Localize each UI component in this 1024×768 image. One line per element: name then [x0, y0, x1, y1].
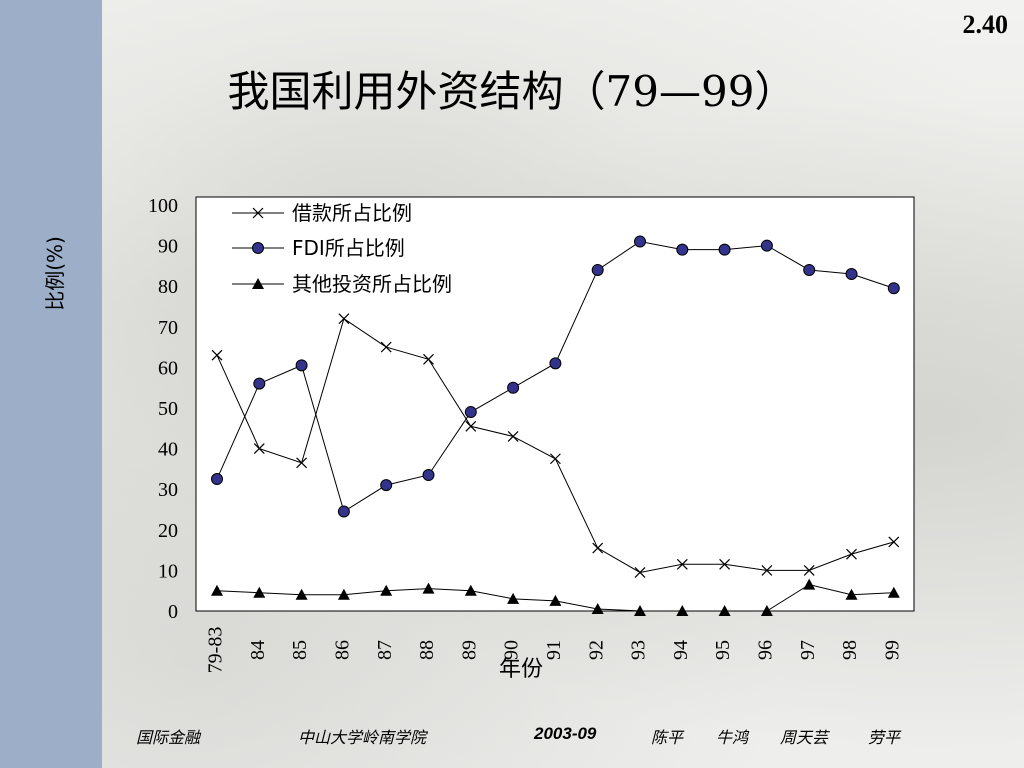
data-point [464, 406, 477, 419]
footer-author: 牛鸿 [716, 728, 749, 747]
sidebar-bar [0, 0, 102, 768]
legend-label: 其他投资所占比例 [292, 272, 452, 296]
legend-marker [252, 207, 264, 219]
data-point [634, 567, 646, 578]
x-tick-label: 90 [501, 640, 523, 660]
data-point [338, 313, 350, 325]
data-point [253, 377, 266, 390]
x-tick-label: 85 [289, 640, 311, 660]
legend-marker [252, 242, 264, 254]
footer-course: 国际金融 [136, 728, 201, 747]
x-tick-label: 94 [670, 640, 692, 660]
data-point [676, 558, 688, 570]
data-point [676, 243, 689, 256]
x-tick-label: 93 [628, 640, 650, 660]
data-point [253, 586, 266, 598]
legend-label: FDI所占比例 [292, 236, 405, 260]
x-tick-label: 98 [839, 640, 861, 660]
x-tick-label: 97 [797, 640, 819, 660]
data-point [761, 564, 773, 576]
data-point [296, 457, 308, 469]
data-point [803, 263, 816, 276]
y-tick-label: 10 [158, 560, 178, 582]
data-point [423, 353, 434, 365]
footer-school: 中山大学岭南学院 [298, 728, 427, 747]
data-point [760, 605, 773, 616]
data-point [549, 453, 561, 465]
x-tick-label: 99 [881, 640, 903, 660]
data-point [465, 420, 477, 432]
y-tick-label: 0 [168, 601, 178, 623]
data-point [211, 584, 223, 596]
data-point [634, 605, 646, 616]
data-point [803, 578, 816, 590]
y-tick-label: 30 [158, 479, 178, 501]
data-point [464, 584, 477, 596]
data-point [591, 602, 604, 614]
data-point [719, 558, 731, 570]
data-point [760, 239, 773, 252]
data-point [422, 468, 435, 481]
y-tick-label: 70 [158, 317, 178, 339]
x-tick-label: 88 [416, 640, 438, 660]
y-tick-label: 60 [158, 357, 178, 379]
y-tick-label: 80 [158, 276, 178, 298]
x-tick-label: 84 [247, 640, 269, 660]
data-point [888, 536, 900, 548]
data-point [887, 282, 900, 295]
data-point [634, 235, 646, 248]
data-point [803, 564, 815, 576]
plot-area [195, 196, 915, 612]
data-point [887, 586, 900, 598]
y-tick-label: 40 [158, 439, 178, 461]
data-point [422, 582, 435, 594]
data-point [380, 341, 392, 353]
legend-marker [252, 278, 264, 289]
slide-title: 我国利用外资结构（79—99） [227, 67, 797, 116]
data-point [295, 359, 308, 372]
footer-author: 周天芸 [780, 728, 829, 747]
data-point [507, 381, 520, 394]
data-point [549, 357, 562, 370]
x-tick-label: 86 [331, 640, 353, 660]
data-point [718, 243, 731, 256]
data-point [846, 548, 857, 560]
x-tick-label: 87 [374, 640, 396, 660]
x-tick-label: 89 [458, 640, 480, 660]
x-tick-label: 91 [543, 640, 565, 660]
y-tick-label: 90 [158, 236, 178, 258]
footer-date: 2003-09 [534, 724, 597, 743]
data-point [676, 605, 689, 616]
legend-label: 借款所占比例 [292, 201, 412, 225]
x-tick-label: 79-83 [205, 627, 227, 674]
data-point [845, 268, 858, 281]
footer-author: 陈平 [651, 728, 684, 747]
data-point [592, 542, 604, 554]
line-chart: 0 10 20 30 40 50 60 70 80 90 100 79-83 84 85 86 87 88 89 9… [148, 195, 915, 682]
data-point [507, 592, 520, 604]
y-tick-label: 100 [148, 195, 178, 217]
slide-number: 2.40 [962, 10, 1009, 39]
x-tick-label: 95 [712, 640, 734, 660]
data-point [507, 430, 519, 442]
x-axis-label: 年份 [499, 657, 543, 682]
data-point [845, 588, 858, 600]
data-point [253, 443, 265, 455]
data-point [211, 473, 223, 486]
data-point [337, 588, 350, 600]
data-point [549, 594, 562, 606]
x-tick-label: 96 [754, 640, 776, 660]
footer-author: 劳平 [868, 728, 901, 747]
data-point [591, 263, 604, 276]
x-tick-label: 92 [585, 640, 607, 660]
data-point [211, 349, 223, 361]
data-point [380, 584, 393, 596]
data-point [295, 588, 308, 600]
y-tick-label: 20 [158, 520, 178, 542]
y-tick-label: 50 [158, 398, 178, 420]
data-point [718, 605, 731, 616]
data-point [380, 479, 393, 492]
data-point [337, 505, 350, 518]
